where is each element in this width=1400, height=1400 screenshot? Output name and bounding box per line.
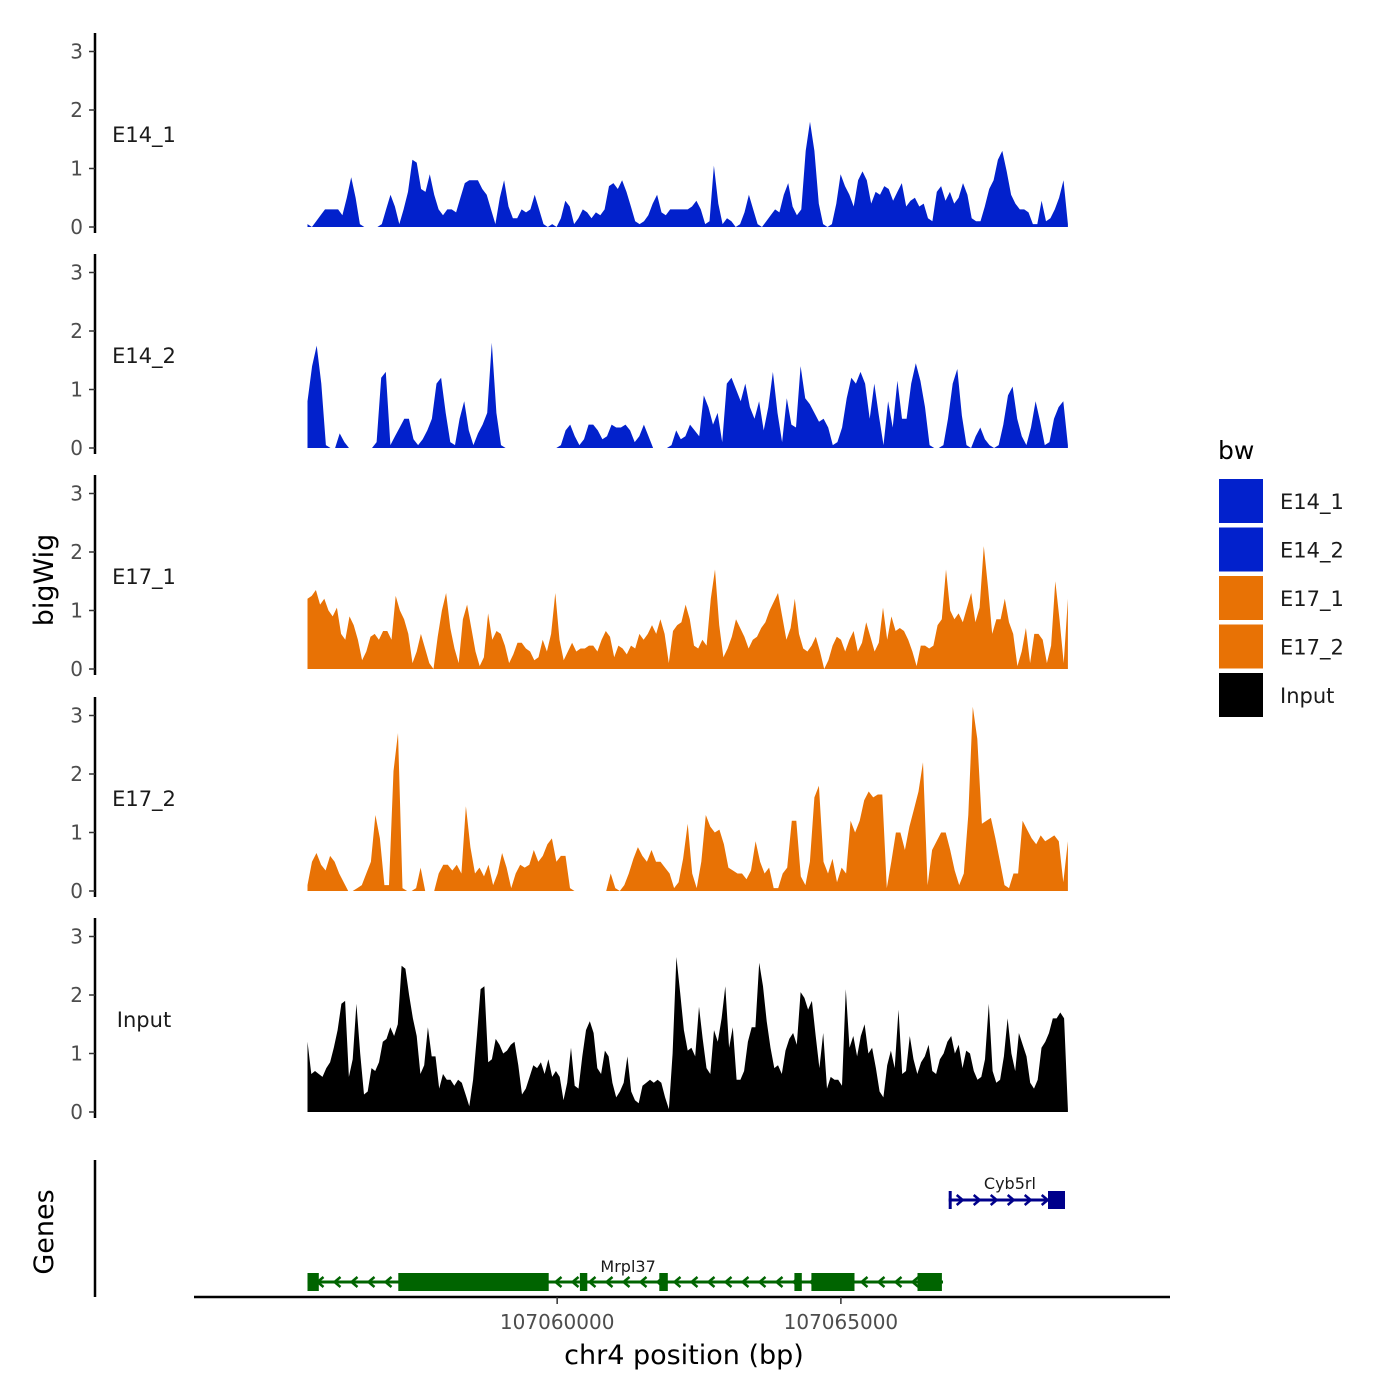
signal-area xyxy=(307,706,1068,891)
legend-title: bw xyxy=(1218,436,1254,465)
track-label: E14_1 xyxy=(112,123,176,148)
y-tick-label: 0 xyxy=(70,215,83,239)
y-tick-label: 0 xyxy=(70,436,83,460)
y-tick-label: 3 xyxy=(70,261,83,285)
track-label: E17_1 xyxy=(112,565,176,590)
strand-arrow xyxy=(587,1276,597,1288)
legend-swatch xyxy=(1219,576,1263,620)
gene-cyb5rl: Cyb5rl xyxy=(948,1174,1066,1209)
strand-arrow xyxy=(1040,1194,1050,1206)
y-tick-label: 2 xyxy=(70,540,83,564)
exon xyxy=(794,1273,802,1291)
strand-arrow xyxy=(638,1276,648,1288)
track-e14-1: 0 1 2 3 E14_1 xyxy=(70,33,1068,239)
strand-arrow xyxy=(723,1276,733,1288)
y-tick-label: 1 xyxy=(70,1042,83,1066)
exon xyxy=(579,1273,588,1291)
track-label: Input xyxy=(117,1008,171,1032)
exon xyxy=(917,1273,942,1291)
strand-arrow xyxy=(1023,1194,1033,1206)
y-tick-label: 1 xyxy=(70,599,83,623)
signal-area xyxy=(307,342,1068,448)
strand-arrow xyxy=(859,1276,869,1288)
exon xyxy=(1048,1191,1065,1209)
signal-area xyxy=(307,121,1068,227)
strand-arrow xyxy=(366,1276,376,1288)
exon xyxy=(398,1273,549,1291)
y-tick-label: 0 xyxy=(70,1100,83,1124)
strand-arrow xyxy=(972,1194,982,1206)
y-tick-label: 1 xyxy=(70,157,83,181)
x-axis-title: chr4 position (bp) xyxy=(564,1340,804,1371)
strand-arrow xyxy=(570,1276,580,1288)
track-e14-2: 0 1 2 3 E14_2 xyxy=(70,254,1068,460)
legend-label: E17_1 xyxy=(1280,587,1344,612)
x-tick-label: 107065000 xyxy=(784,1310,899,1334)
y-tick-label: 2 xyxy=(70,319,83,343)
y-axis-title: bigWig xyxy=(29,534,60,627)
gene-label: Cyb5rl xyxy=(984,1174,1036,1193)
y-tick-label: 1 xyxy=(70,378,83,402)
strand-arrow xyxy=(383,1276,393,1288)
y-tick-label: 1 xyxy=(70,821,83,845)
strand-arrow xyxy=(349,1276,359,1288)
legend-swatch xyxy=(1219,527,1263,572)
y-tick-label: 3 xyxy=(70,482,83,506)
track-label: E17_2 xyxy=(112,787,176,812)
exon xyxy=(948,1191,952,1209)
track-e17-2: 0 1 2 3 E17_2 xyxy=(70,697,1068,903)
track-input: 0 1 2 3 Input xyxy=(70,918,1068,1124)
strand-arrow xyxy=(989,1194,999,1206)
y-tick-label: 3 xyxy=(70,925,83,949)
track-label: E14_2 xyxy=(112,344,176,369)
strand-arrow xyxy=(706,1276,716,1288)
legend-swatch xyxy=(1219,624,1263,669)
y-tick-label: 2 xyxy=(70,762,83,786)
y-tick-label: 3 xyxy=(70,704,83,728)
strand-arrow xyxy=(955,1194,965,1206)
exon xyxy=(307,1273,319,1291)
strand-arrow xyxy=(689,1276,699,1288)
y-tick-label: 0 xyxy=(70,657,83,681)
x-axis: 107060000 107065000 xyxy=(194,1295,1170,1334)
legend: bw E14_1 E14_2 E17_1 E17_2 Input xyxy=(1218,436,1344,717)
exon xyxy=(659,1273,668,1291)
strand-arrow xyxy=(672,1276,682,1288)
legend-label: E14_2 xyxy=(1280,539,1344,564)
strand-arrow xyxy=(553,1276,563,1288)
strand-arrow xyxy=(1006,1194,1016,1206)
legend-label: E14_1 xyxy=(1280,490,1344,515)
strand-arrow xyxy=(621,1276,631,1288)
genes-panel: Cyb5rl Mrpl37 xyxy=(93,1160,1066,1297)
strand-arrow xyxy=(332,1276,342,1288)
strand-arrow xyxy=(893,1276,903,1288)
strand-arrow xyxy=(876,1276,886,1288)
signal-area xyxy=(307,546,1068,669)
exon xyxy=(811,1273,855,1291)
strand-arrow xyxy=(757,1276,767,1288)
strand-arrow xyxy=(740,1276,750,1288)
legend-label: Input xyxy=(1280,684,1334,708)
legend-swatch xyxy=(1219,479,1263,523)
gene-label: Mrpl37 xyxy=(600,1257,655,1276)
y-tick-label: 2 xyxy=(70,983,83,1007)
signal-area xyxy=(307,957,1068,1112)
legend-label: E17_2 xyxy=(1280,636,1344,661)
y-tick-label: 3 xyxy=(70,40,83,64)
y-tick-label: 2 xyxy=(70,98,83,122)
legend-swatch xyxy=(1219,673,1263,717)
genes-axis-title: Genes xyxy=(29,1189,60,1274)
x-tick-label: 107060000 xyxy=(500,1310,615,1334)
strand-arrow xyxy=(604,1276,614,1288)
strand-arrow xyxy=(774,1276,784,1288)
track-e17-1: 0 1 2 3 E17_1 xyxy=(70,475,1068,681)
strand-arrow xyxy=(910,1276,920,1288)
gene-mrpl37: Mrpl37 xyxy=(307,1257,944,1291)
signal-tracks: 0 1 2 3 E14_1 0 1 2 3 E14_2 0 1 2 3 E17_1 0 1 2 3 E17_2 0 1 2 3… xyxy=(70,33,1068,1124)
y-tick-label: 0 xyxy=(70,879,83,903)
